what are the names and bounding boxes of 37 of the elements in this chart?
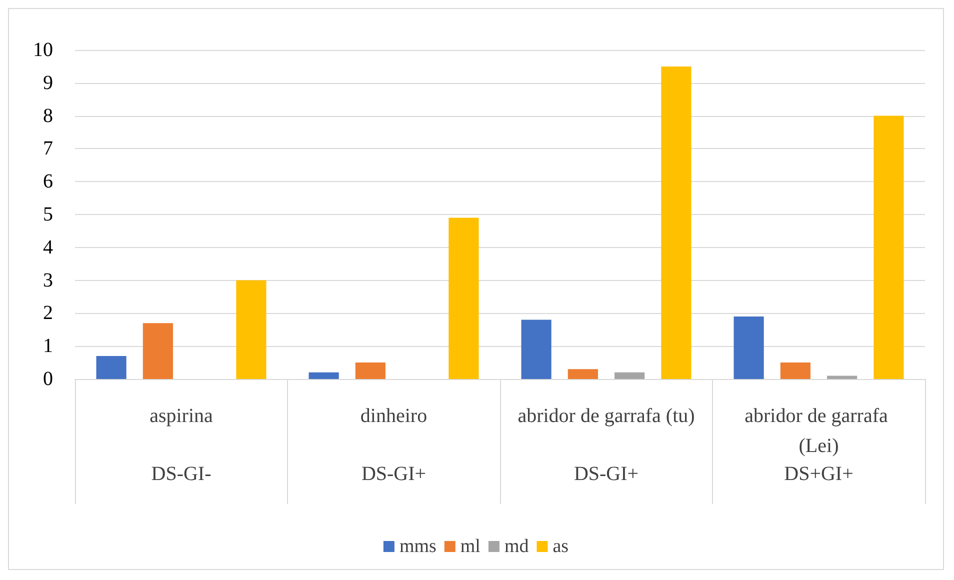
bar xyxy=(448,218,479,379)
bar xyxy=(308,372,339,379)
y-tick-label: 8 xyxy=(43,104,53,127)
bar xyxy=(355,362,386,379)
y-tick-label: 6 xyxy=(43,170,53,193)
y-tick-label: 0 xyxy=(43,368,53,390)
bar xyxy=(96,356,126,379)
x-tick-label: dinheiro xyxy=(360,405,428,427)
bar xyxy=(236,280,266,379)
bar xyxy=(827,376,858,379)
text: DS-GI+ xyxy=(574,463,639,485)
bar xyxy=(614,372,645,379)
x-tick-label: aspirina xyxy=(150,405,214,427)
y-tick-label: 5 xyxy=(43,204,53,226)
bar xyxy=(661,66,692,379)
y-tick-label: 4 xyxy=(43,236,53,258)
text: DS-GI+ xyxy=(361,463,426,485)
y-tick-label: 9 xyxy=(43,72,53,94)
y-tick-label: 2 xyxy=(43,302,53,324)
y-tick-label: 1 xyxy=(43,335,53,358)
y-tick-label: 10 xyxy=(33,39,53,61)
bar xyxy=(780,362,810,379)
bar xyxy=(521,320,552,379)
legend-label: md xyxy=(504,536,530,557)
legend-label: as xyxy=(552,536,569,557)
bar xyxy=(142,323,173,379)
text: DS-GI- xyxy=(151,463,212,485)
y-tick-label: 7 xyxy=(43,138,53,160)
x-tick-label: abridor de garrafa (tu) xyxy=(518,405,695,427)
bar xyxy=(874,116,904,379)
x-tick-label: abridor de garrafa (Lei) xyxy=(744,405,893,457)
bar xyxy=(734,316,764,379)
bar xyxy=(568,369,598,379)
text: DS+GI+ xyxy=(784,463,854,485)
legend-label: ml xyxy=(460,536,480,557)
y-tick-label: 3 xyxy=(43,269,53,292)
legend-label: mms xyxy=(399,536,436,557)
